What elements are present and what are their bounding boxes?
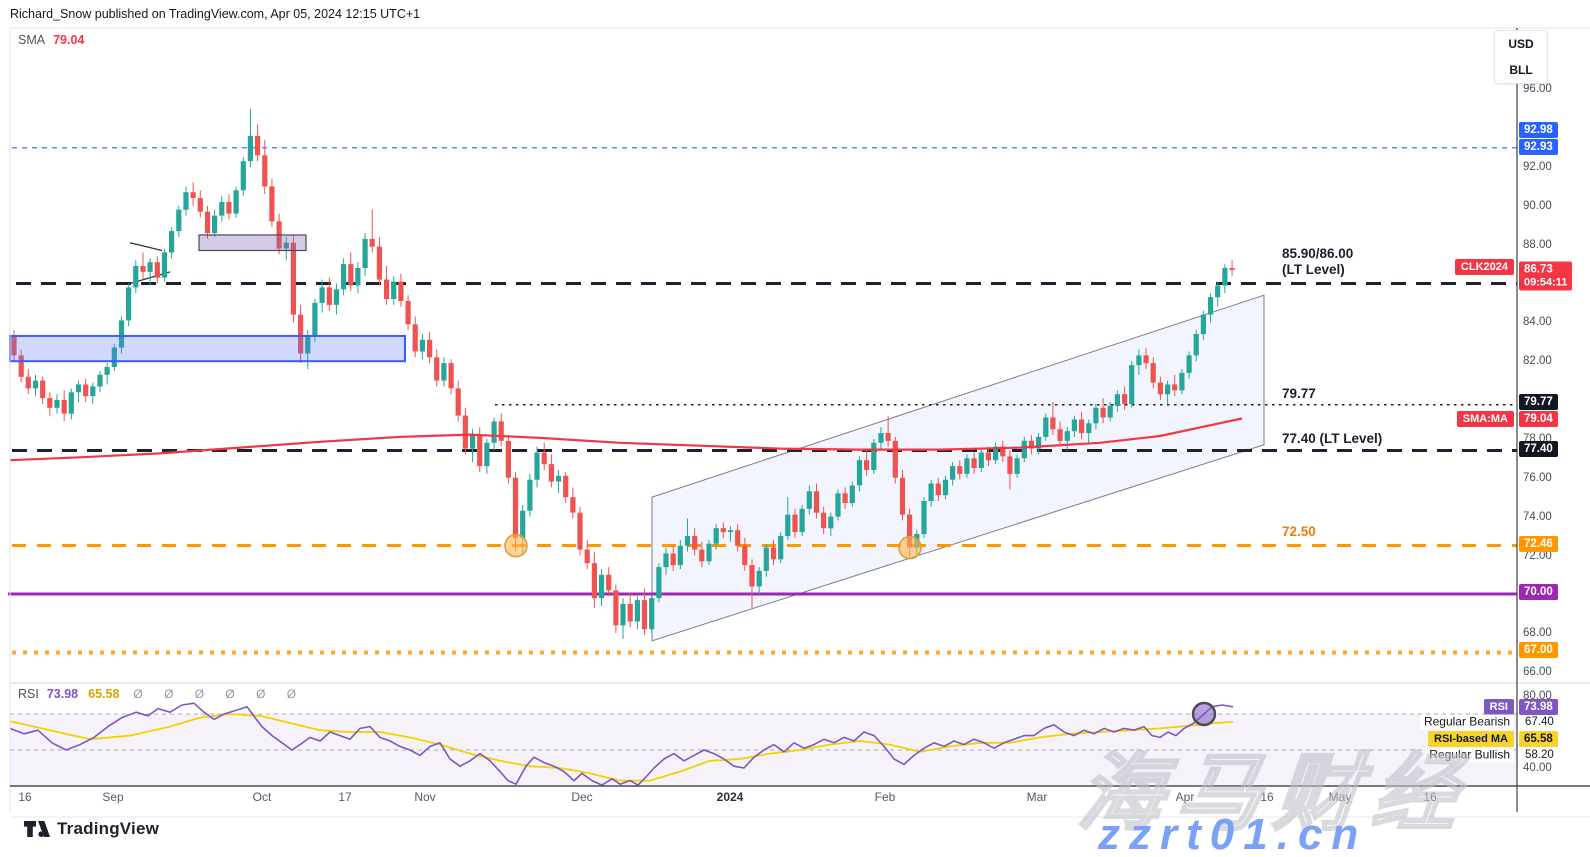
- x-axis-tick-Dec: Dec: [571, 790, 593, 804]
- price-axis-label-76.00: 76.00: [1523, 472, 1552, 484]
- annotation-86-level[interactable]: 85.90/86.00 (LT Level): [1282, 246, 1354, 277]
- price-axis-label-90.00: 90.00: [1523, 200, 1552, 212]
- tradingview-logo[interactable]: TradingView: [24, 819, 159, 839]
- x-axis-tick-Nov: Nov: [414, 790, 436, 804]
- rsi-highlight[interactable]: [1191, 701, 1217, 727]
- rsi-ma-line[interactable]: [9, 713, 1234, 782]
- purple-zone-88[interactable]: [198, 234, 307, 252]
- price-axis-badge-86.73: 86.73 09:54:11: [1519, 261, 1573, 291]
- price-axis-label-96.00: 96.00: [1523, 83, 1552, 95]
- x-axis-tick-16: 16: [18, 790, 32, 804]
- currency-button[interactable]: USD: [1508, 37, 1534, 51]
- price-axis-label-66.00: 66.00: [1523, 666, 1552, 678]
- annotation-7977-level[interactable]: 79.77: [1282, 386, 1316, 401]
- x-axis-tick-Oct: Oct: [252, 790, 272, 804]
- rsi-level-value-58.20: 58.20: [1523, 749, 1556, 761]
- annotation-7250-level[interactable]: 72.50: [1282, 524, 1316, 539]
- price-axis-badge-77.40: 77.40: [1519, 441, 1558, 457]
- x-axis-tick-May: May: [1328, 790, 1352, 804]
- price-axis-unit-selector: USD BLL: [1494, 30, 1548, 84]
- series-label-regular-bearish: Regular Bearish: [1419, 714, 1514, 730]
- price-axis-badge-79.77: 79.77: [1519, 394, 1558, 410]
- price-axis-label-72.00: 72.00: [1523, 550, 1552, 562]
- series-label-rsi-based-ma: RSI-based MA: [1428, 731, 1514, 747]
- x-axis-tick-2024: 2024: [716, 790, 744, 804]
- series-label-clk2024: CLK2024: [1454, 259, 1514, 275]
- rsi-legend-label: RSI: [18, 687, 39, 701]
- rsi-ma-legend-value: 65.58: [88, 687, 120, 701]
- price-axis-label-68.00: 68.00: [1523, 627, 1552, 639]
- price-axis-label-40.00: 40.00: [1523, 762, 1552, 774]
- rsi-line[interactable]: [9, 702, 1234, 786]
- publish-byline: Richard_Snow published on TradingView.co…: [10, 7, 421, 21]
- tradingview-logo-icon: [24, 820, 50, 837]
- rsi-legend-value: 73.98: [46, 687, 79, 701]
- annotation-7740-level[interactable]: 77.40 (LT Level): [1282, 431, 1383, 446]
- price-axis-badge-92.93: 92.93: [1519, 139, 1558, 155]
- price-axis-badge-67.00: 67.00: [1519, 642, 1558, 658]
- price-axis-label-88.00: 88.00: [1523, 239, 1552, 251]
- sma-line[interactable]: [9, 417, 1243, 462]
- price-axis-badge-65.58: 65.58: [1519, 731, 1558, 747]
- x-axis-tick-Apr: Apr: [1175, 790, 1195, 804]
- x-axis-tick-Feb: Feb: [874, 790, 896, 804]
- sma-legend-label: SMA: [18, 33, 46, 47]
- price-axis-label-92.00: 92.00: [1523, 161, 1552, 173]
- x-axis-tick-Mar: Mar: [1026, 790, 1048, 804]
- rsi-legend[interactable]: RSI 73.98 65.58 Ø Ø Ø Ø Ø Ø: [18, 687, 305, 701]
- price-axis-badge-79.04: 79.04: [1519, 411, 1558, 427]
- series-label-rsi: RSI: [1483, 699, 1514, 715]
- blue-zone-82-83[interactable]: [9, 334, 406, 363]
- price-axis-badge-92.98: 92.98: [1519, 122, 1558, 138]
- rsi-hidden-plot-icons: Ø Ø Ø Ø Ø Ø: [133, 687, 306, 701]
- price-axis-badge-72.46: 72.46: [1519, 536, 1558, 552]
- watermark-url: zzrt01.cn: [1098, 810, 1368, 857]
- series-label-regular-bullish: Regular Bullish: [1425, 747, 1514, 763]
- x-axis-tick-16: 16: [1260, 790, 1274, 804]
- rsi-level-value-67.40: 67.40: [1523, 716, 1556, 728]
- price-axis-label-82.00: 82.00: [1523, 355, 1552, 367]
- price-axis-badge-70.00: 70.00: [1519, 584, 1558, 600]
- sma-legend[interactable]: SMA 79.04: [18, 33, 84, 47]
- unit-button[interactable]: BLL: [1509, 63, 1533, 77]
- pennant-line-1[interactable]: [129, 242, 163, 252]
- support-touch-nov[interactable]: [504, 533, 528, 558]
- tradingview-logo-text: TradingView: [57, 819, 160, 838]
- x-axis-tick-17: 17: [338, 790, 352, 804]
- support-touch-feb[interactable]: [898, 535, 922, 560]
- series-label-sma-ma: SMA:MA: [1456, 411, 1514, 427]
- price-axis-badge-73.98: 73.98: [1519, 699, 1558, 715]
- countdown-timer: 09:54:11: [1524, 276, 1568, 288]
- x-axis-tick-Sep: Sep: [102, 790, 124, 804]
- candles[interactable]: [11, 108, 1235, 639]
- x-axis-tick-16: 16: [1423, 790, 1437, 804]
- sma-legend-value: 79.04: [53, 33, 85, 47]
- price-axis-label-84.00: 84.00: [1523, 316, 1552, 328]
- price-axis-label-74.00: 74.00: [1523, 511, 1552, 523]
